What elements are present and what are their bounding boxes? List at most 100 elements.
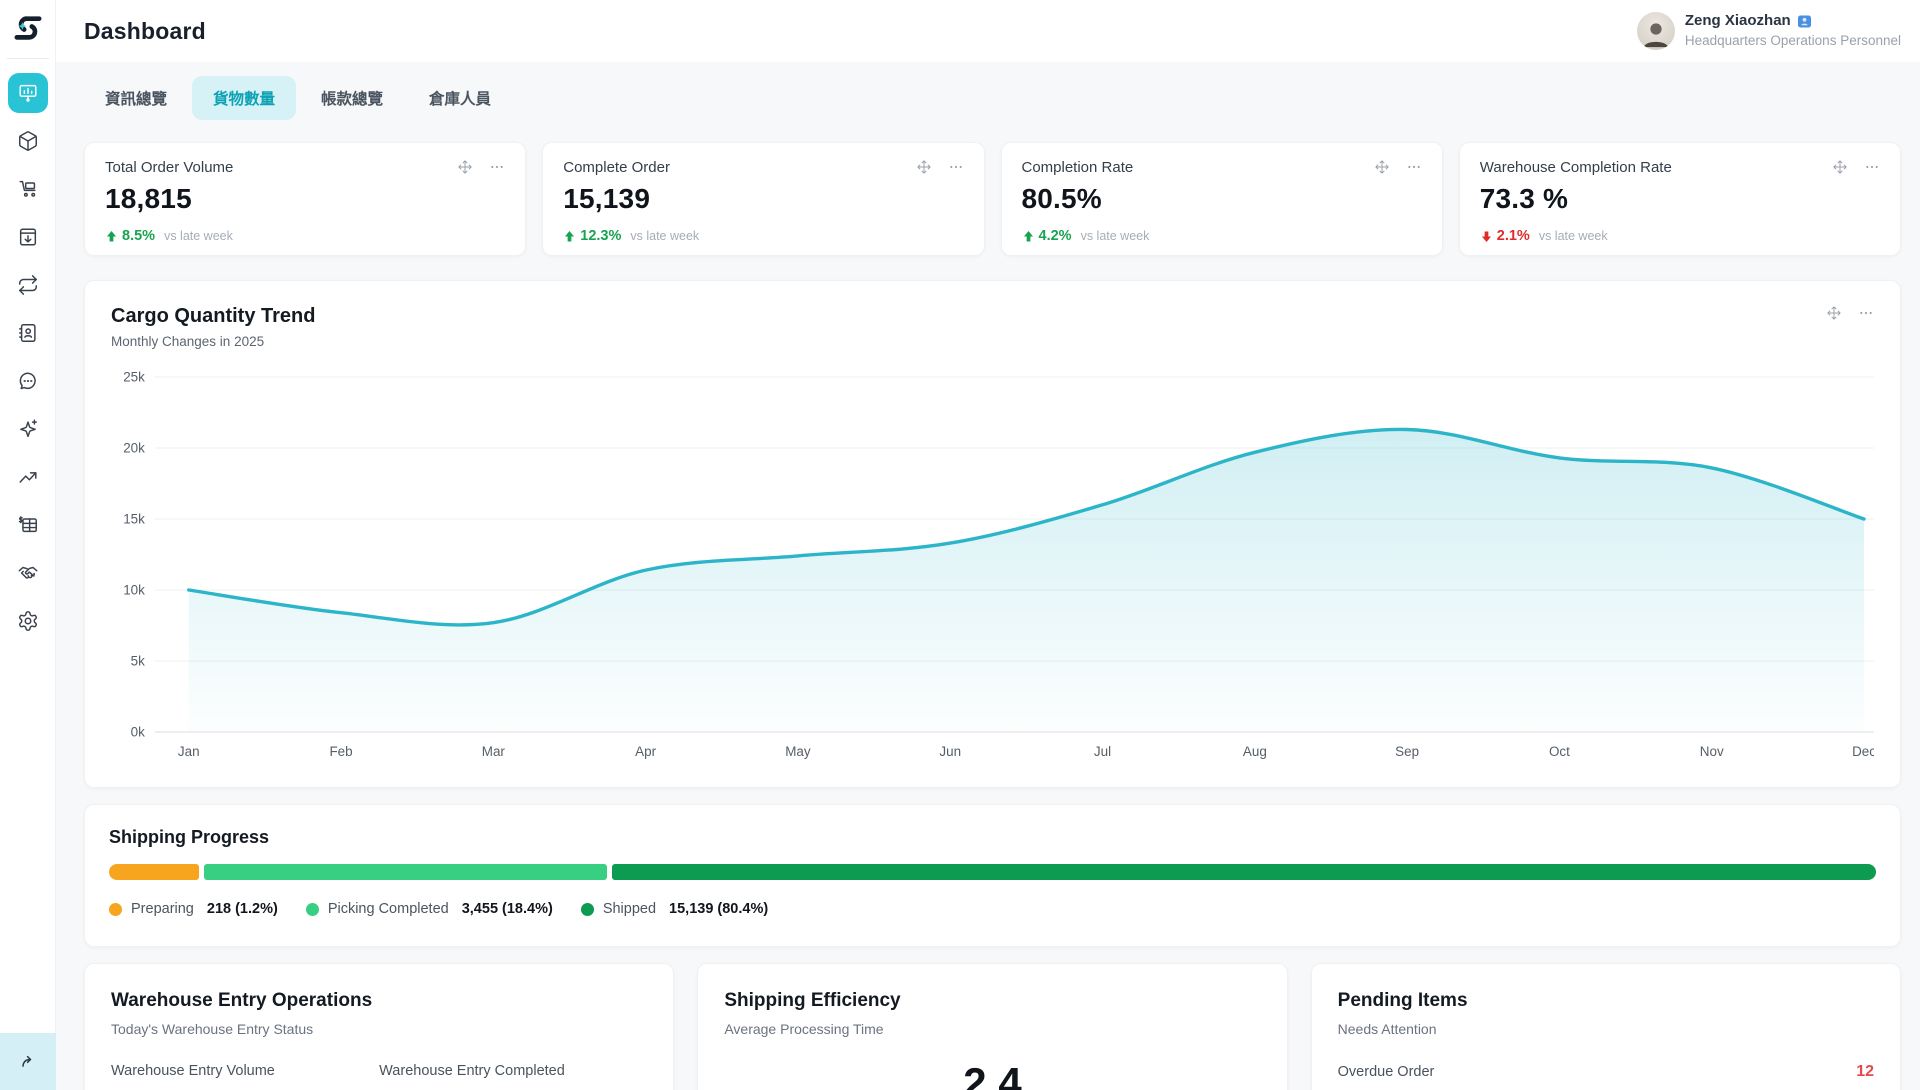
tab-2[interactable]: 貨物數量 [192,76,297,120]
sidebar-nav [0,73,55,641]
y-axis-tick: 15k [123,511,145,526]
legend-label: Picking Completed [327,901,449,917]
handshake-icon [17,562,39,584]
kpi-card-warehouse-completion-rate: Warehouse Completion Rate 73.3 % 2.1% vs… [1458,142,1901,256]
y-axis-tick: 10k [123,582,145,597]
kpi-delta: 12.3% [580,228,622,244]
sidebar-item-trend[interactable] [8,457,48,497]
kpi-value: 80.5% [1021,183,1102,214]
sidebar-item-settings[interactable] [8,601,48,641]
dashboard-icon [17,82,39,104]
x-axis-tick: Aug [1243,744,1267,759]
y-axis-tick: 5k [131,653,145,668]
kpi-compare: vs late week [1538,229,1608,243]
x-axis-tick: May [785,744,811,759]
kpi-card-completion-rate: Completion Rate 80.5% 4.2% vs late week [1000,142,1443,256]
chat-icon [17,370,39,392]
legend-dot [580,902,594,916]
move-icon[interactable] [1832,159,1848,175]
trend-icon [17,466,39,488]
sidebar-item-package[interactable] [8,121,48,161]
kpi-compare: vs late week [630,229,700,243]
shipping-progress-card: Shipping Progress Preparing 218 (1.2%) P… [84,804,1901,947]
kpi-value: 15,139 [563,183,651,214]
delta-arrow-icon [563,230,576,243]
legend-item-preparing: Preparing 218 (1.2%) [109,901,278,917]
expand-arrow-icon [22,1055,32,1067]
kpi-value: 73.3 % [1479,183,1569,214]
metric-label: Warehouse Entry Completed [379,1063,565,1079]
metric-label: Warehouse Entry Volume [111,1063,275,1079]
x-axis-tick: Nov [1700,744,1724,759]
more-options-icon[interactable] [1864,159,1880,175]
y-axis-tick: 0k [131,724,145,739]
pending-items-card: Pending Items Needs Attention Overdue Or… [1310,963,1901,1090]
person-silhouette-icon [1643,23,1668,48]
y-axis-tick: 20k [123,440,145,455]
settings-icon [17,610,39,632]
sidebar-item-handshake[interactable] [8,553,48,593]
x-axis-tick: Jul [1094,744,1111,759]
app-logo[interactable] [11,0,45,58]
move-icon[interactable] [1374,159,1390,175]
y-axis-tick: 25k [123,369,145,384]
tab-bar: 資訊總覽 貨物數量 帳款總覽 倉庫人員 [84,76,1901,120]
legend-value: 15,139 (80.4%) [669,901,769,917]
legend-label: Preparing [131,901,194,917]
bottom-row: Warehouse Entry Operations Today's Wareh… [84,963,1901,1090]
avatar[interactable] [1636,12,1675,50]
delta-arrow-icon [1022,230,1035,243]
tab-1[interactable]: 資訊總覽 [105,91,168,108]
warehouse-entry-operations-card: Warehouse Entry Operations Today's Wareh… [84,963,675,1090]
kpi-delta: 2.1% [1496,228,1530,244]
sidebar-item-invoice[interactable] [8,505,48,545]
sidebar-item-cart[interactable] [8,169,48,209]
delta-arrow-icon [105,230,118,243]
content: 資訊總覽 貨物數量 帳款總覽 倉庫人員 Total Order Volume 18,8… [56,62,1920,1090]
progress-segment-preparing [109,864,200,880]
tab-4[interactable]: 倉庫人員 [429,91,492,108]
kpi-compare: vs late week [164,229,233,243]
sidebar-item-dashboard[interactable] [7,73,48,113]
legend-value: 218 (1.2%) [206,901,278,917]
sidebar-item-inbox-download[interactable] [8,217,48,257]
tab-3[interactable]: 帳款總覽 [321,91,384,108]
card-title: Shipping Efficiency [724,990,901,1011]
logo-icon [14,16,41,40]
metric-label: Overdue Order [1337,1064,1435,1080]
chart-subtitle: Monthly Changes in 2025 [111,334,265,349]
sidebar-item-chat[interactable] [8,361,48,401]
sidebar-item-contacts[interactable] [8,313,48,353]
legend-item-picking-completed: Picking Completed 3,455 (18.4%) [305,901,553,917]
legend-dot [305,902,319,916]
sidebar-expand-button[interactable] [0,1033,56,1090]
legend-label: Shipped [602,901,657,917]
legend-dot [109,902,122,916]
sidebar-item-sparkles[interactable] [8,409,48,449]
move-icon[interactable] [1826,305,1842,321]
x-axis-tick: Sep [1395,744,1419,759]
kpi-card-complete-order: Complete Order 15,139 12.3% vs late week [542,142,985,256]
trend-area [188,429,1865,732]
more-options-icon[interactable] [948,159,964,175]
x-axis-tick: Jan [178,744,200,759]
section-title: Shipping Progress [109,827,270,847]
more-options-icon[interactable] [1406,159,1422,175]
sidebar-divider [6,58,49,59]
more-options-icon[interactable] [1858,305,1874,321]
card-subtitle: Needs Attention [1337,1021,1437,1037]
legend-value: 3,455 (18.4%) [461,901,553,917]
header: Dashboard Zeng Xiaozhan Headquarters [56,0,1920,62]
shipping-efficiency-card: Shipping Efficiency Average Processing T… [697,963,1288,1090]
more-options-icon[interactable] [489,159,505,175]
sidebar-item-repeat[interactable] [8,265,48,305]
kpi-value: 18,815 [105,183,192,214]
x-axis-tick: Jun [939,744,961,759]
user-menu[interactable]: Zeng Xiaozhan Headquarters Operations Pe… [1636,12,1901,50]
id-badge-icon [1797,15,1811,28]
card-title: Pending Items [1337,990,1468,1011]
move-icon[interactable] [916,159,932,175]
cargo-quantity-trend-card: Cargo Quantity Trend Monthly Changes in … [84,280,1901,788]
big-metric-value: 2.4 [963,1059,1022,1090]
move-icon[interactable] [457,159,473,175]
